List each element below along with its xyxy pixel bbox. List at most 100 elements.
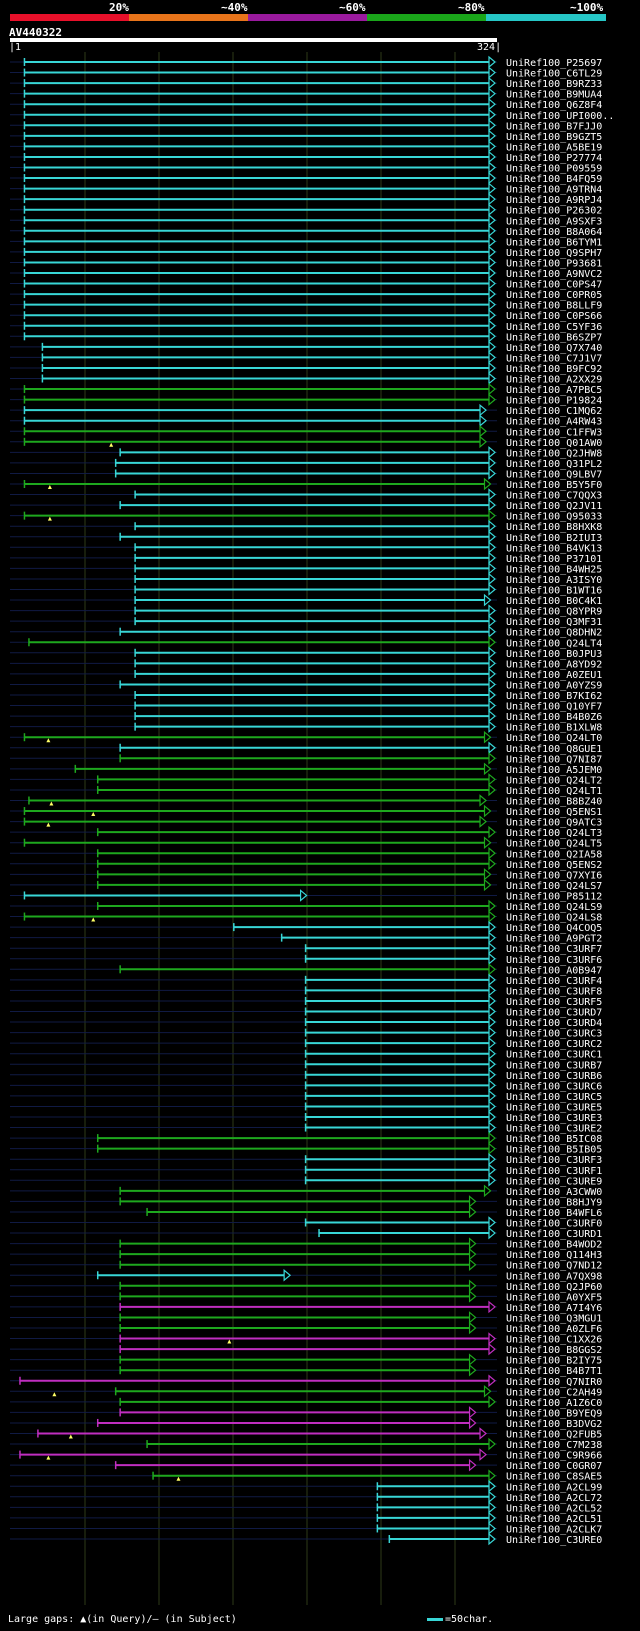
hit-label[interactable]: UniRef100_C3URF4 [506, 976, 602, 987]
hit-label[interactable]: UniRef100_A9TRN4 [506, 185, 602, 196]
hit-label[interactable]: UniRef100_A5BE19 [506, 142, 602, 153]
hit-label[interactable]: UniRef100_Q2JHW8 [506, 448, 602, 459]
hit-row[interactable]: UniRef100_A4RW43 [10, 414, 602, 428]
hit-label[interactable]: UniRef100_Q24LT0 [506, 733, 602, 744]
hit-label[interactable]: UniRef100_P93681 [506, 258, 602, 269]
hit-row[interactable]: UniRef100_C3URF6 [10, 952, 602, 966]
hit-row[interactable]: UniRef100_C3URF5 [10, 994, 602, 1008]
hit-label[interactable]: UniRef100_P25697 [506, 58, 602, 69]
hit-label[interactable]: UniRef100_C7M238 [506, 1440, 602, 1451]
hit-label[interactable]: UniRef100_B9YEQ9 [506, 1408, 602, 1419]
hit-label[interactable]: UniRef100_A9RPJ4 [506, 195, 602, 206]
hit-row[interactable]: UniRef100_P85112 [10, 889, 602, 902]
hit-label[interactable]: UniRef100_B2IUI3 [506, 533, 602, 544]
hit-row[interactable]: UniRef100_Q2JP60 [10, 1279, 602, 1293]
hit-label[interactable]: UniRef100_C3URF0 [506, 1219, 602, 1230]
hit-row[interactable]: UniRef100_A9RPJ4 [10, 192, 602, 206]
hit-row[interactable]: UniRef100_C3URF7 [10, 941, 602, 955]
hit-label[interactable]: UniRef100_Q2IA58 [506, 849, 602, 860]
hit-row[interactable]: UniRef100_C3URB7 [10, 1057, 602, 1071]
hit-row[interactable]: UniRef100_C3URB6 [10, 1068, 602, 1082]
hit-row[interactable]: UniRef100_Q8GUE1 [10, 741, 602, 755]
hit-label[interactable]: UniRef100_B9GZT5 [506, 132, 602, 143]
hit-row[interactable]: UniRef100_C8SAE5 [10, 1469, 602, 1483]
hit-row[interactable]: UniRef100_A9TRN4 [10, 182, 602, 196]
hit-row[interactable]: UniRef100_Q01AW0 [10, 435, 602, 449]
hit-label[interactable]: UniRef100_P19824 [506, 396, 602, 407]
hit-row[interactable]: UniRef100_C1MQ62 [10, 403, 602, 417]
hit-row[interactable]: UniRef100_P25697 [10, 55, 602, 69]
hit-row[interactable]: UniRef100_Q3MF31 [10, 614, 602, 628]
hit-label[interactable]: UniRef100_B0JPU3 [506, 649, 602, 660]
hit-label[interactable]: UniRef100_C3URF5 [506, 997, 602, 1008]
hit-label[interactable]: UniRef100_Q7XYI6 [506, 870, 602, 881]
hit-row[interactable]: UniRef100_C3URD4 [10, 1015, 602, 1029]
hit-label[interactable]: UniRef100_C3URB6 [506, 1071, 602, 1082]
hit-row[interactable]: UniRef100_Q24LT5 [10, 836, 602, 850]
hit-row[interactable]: UniRef100_B8GGS2 [10, 1342, 602, 1356]
hit-row[interactable]: UniRef100_Q7X740 [10, 340, 602, 354]
hit-label[interactable]: UniRef100_C7QQX3 [506, 491, 602, 502]
hit-label[interactable]: UniRef100_Q24LT3 [506, 828, 602, 839]
hit-label[interactable]: UniRef100_A0YZS9 [506, 680, 602, 691]
hit-label[interactable]: UniRef100_B9RZ33 [506, 79, 602, 90]
hit-row[interactable]: UniRef100_C0PS47 [10, 277, 602, 291]
hit-label[interactable]: UniRef100_Q2FUB5 [506, 1430, 602, 1441]
hit-row[interactable]: UniRef100_B7KI62 [10, 688, 602, 702]
hit-label[interactable]: UniRef100_C3URB7 [506, 1060, 602, 1071]
hit-label[interactable]: UniRef100_A2CLK7 [506, 1524, 602, 1535]
hit-row[interactable]: UniRef100_Q4COQ5 [10, 920, 602, 934]
hit-label[interactable]: UniRef100_A7QX98 [506, 1271, 602, 1282]
hit-row[interactable]: UniRef100_A7I4Y6 [10, 1300, 602, 1314]
hit-label[interactable]: UniRef100_Q5ENS1 [506, 807, 602, 818]
hit-row[interactable]: UniRef100_C3URF3 [10, 1152, 602, 1166]
hit-row[interactable]: UniRef100_Q24LS9 [10, 899, 602, 913]
hit-label[interactable]: UniRef100_A9NVC2 [506, 269, 602, 280]
hit-row[interactable]: UniRef100_C9R966 [10, 1448, 602, 1462]
hit-row[interactable]: UniRef100_C0GR07 [10, 1458, 602, 1472]
hit-label[interactable]: UniRef100_B1WT16 [506, 586, 602, 597]
hit-label[interactable]: UniRef100_B8LLF9 [506, 301, 602, 312]
hit-label[interactable]: UniRef100_A9PGT2 [506, 934, 602, 945]
hit-label[interactable]: UniRef100_C3URF3 [506, 1155, 602, 1166]
hit-row[interactable]: UniRef100_B4FQ59 [10, 171, 602, 185]
hit-row[interactable]: UniRef100_B2IY75 [10, 1353, 602, 1367]
hit-row[interactable]: UniRef100_P19824 [10, 393, 602, 407]
hit-label[interactable]: UniRef100_Q24LT1 [506, 786, 602, 797]
hit-row[interactable]: UniRef100_P27774 [10, 150, 602, 164]
hit-label[interactable]: UniRef100_B9FC92 [506, 364, 602, 375]
hit-label[interactable]: UniRef100_C9R966 [506, 1451, 602, 1462]
hit-row[interactable]: UniRef100_B1XLW8 [10, 720, 602, 734]
hit-row[interactable]: UniRef100_A9PGT2 [10, 931, 602, 945]
hit-label[interactable]: UniRef100_C3URD4 [506, 1018, 602, 1029]
hit-row[interactable]: UniRef100_B8HJY9 [10, 1195, 602, 1208]
hit-label[interactable]: UniRef100_C3URF1 [506, 1166, 602, 1177]
hit-label[interactable]: UniRef100_P09559 [506, 164, 602, 175]
hit-row[interactable]: UniRef100_B4WFL6 [10, 1205, 602, 1219]
hit-label[interactable]: UniRef100_C0GR07 [506, 1461, 602, 1472]
hit-label[interactable]: UniRef100_C3URC6 [506, 1081, 602, 1092]
hit-label[interactable]: UniRef100_Q7NI87 [506, 754, 602, 765]
hit-label[interactable]: UniRef100_A8YD92 [506, 659, 602, 670]
hit-label[interactable]: UniRef100_C3URE2 [506, 1124, 602, 1135]
hit-row[interactable]: UniRef100_C3URF8 [10, 984, 602, 997]
hit-label[interactable]: UniRef100_C3URC5 [506, 1092, 602, 1103]
hit-row[interactable]: UniRef100_C3URD7 [10, 1005, 602, 1019]
hit-label[interactable]: UniRef100_C1XX26 [506, 1335, 602, 1346]
hit-label[interactable]: UniRef100_C1MQ62 [506, 406, 602, 417]
hit-label[interactable]: UniRef100_B4WH25 [506, 564, 602, 575]
hit-label[interactable]: UniRef100_C3URD1 [506, 1229, 602, 1240]
hit-label[interactable]: UniRef100_Q9SPH7 [506, 248, 602, 259]
hit-row[interactable]: UniRef100_A2XX29 [10, 372, 602, 386]
hit-row[interactable]: UniRef100_Q10YF7 [10, 699, 602, 713]
hit-row[interactable]: UniRef100_Q8DHN2 [10, 625, 602, 639]
hit-row[interactable]: UniRef100_Q2JV11 [10, 498, 602, 512]
hit-row[interactable]: UniRef100_A2CL52 [10, 1501, 602, 1514]
hit-label[interactable]: UniRef100_C3URD7 [506, 1008, 602, 1019]
hit-row[interactable]: UniRef100_Q24LS8 [10, 910, 602, 924]
hit-label[interactable]: UniRef100_B2IY75 [506, 1356, 602, 1367]
hit-row[interactable]: UniRef100_B5IC08 [10, 1131, 602, 1145]
hit-row[interactable]: UniRef100_B6TYM1 [10, 235, 602, 248]
hit-label[interactable]: UniRef100_B6SZP7 [506, 332, 602, 343]
hit-label[interactable]: UniRef100_A2CL51 [506, 1514, 602, 1525]
